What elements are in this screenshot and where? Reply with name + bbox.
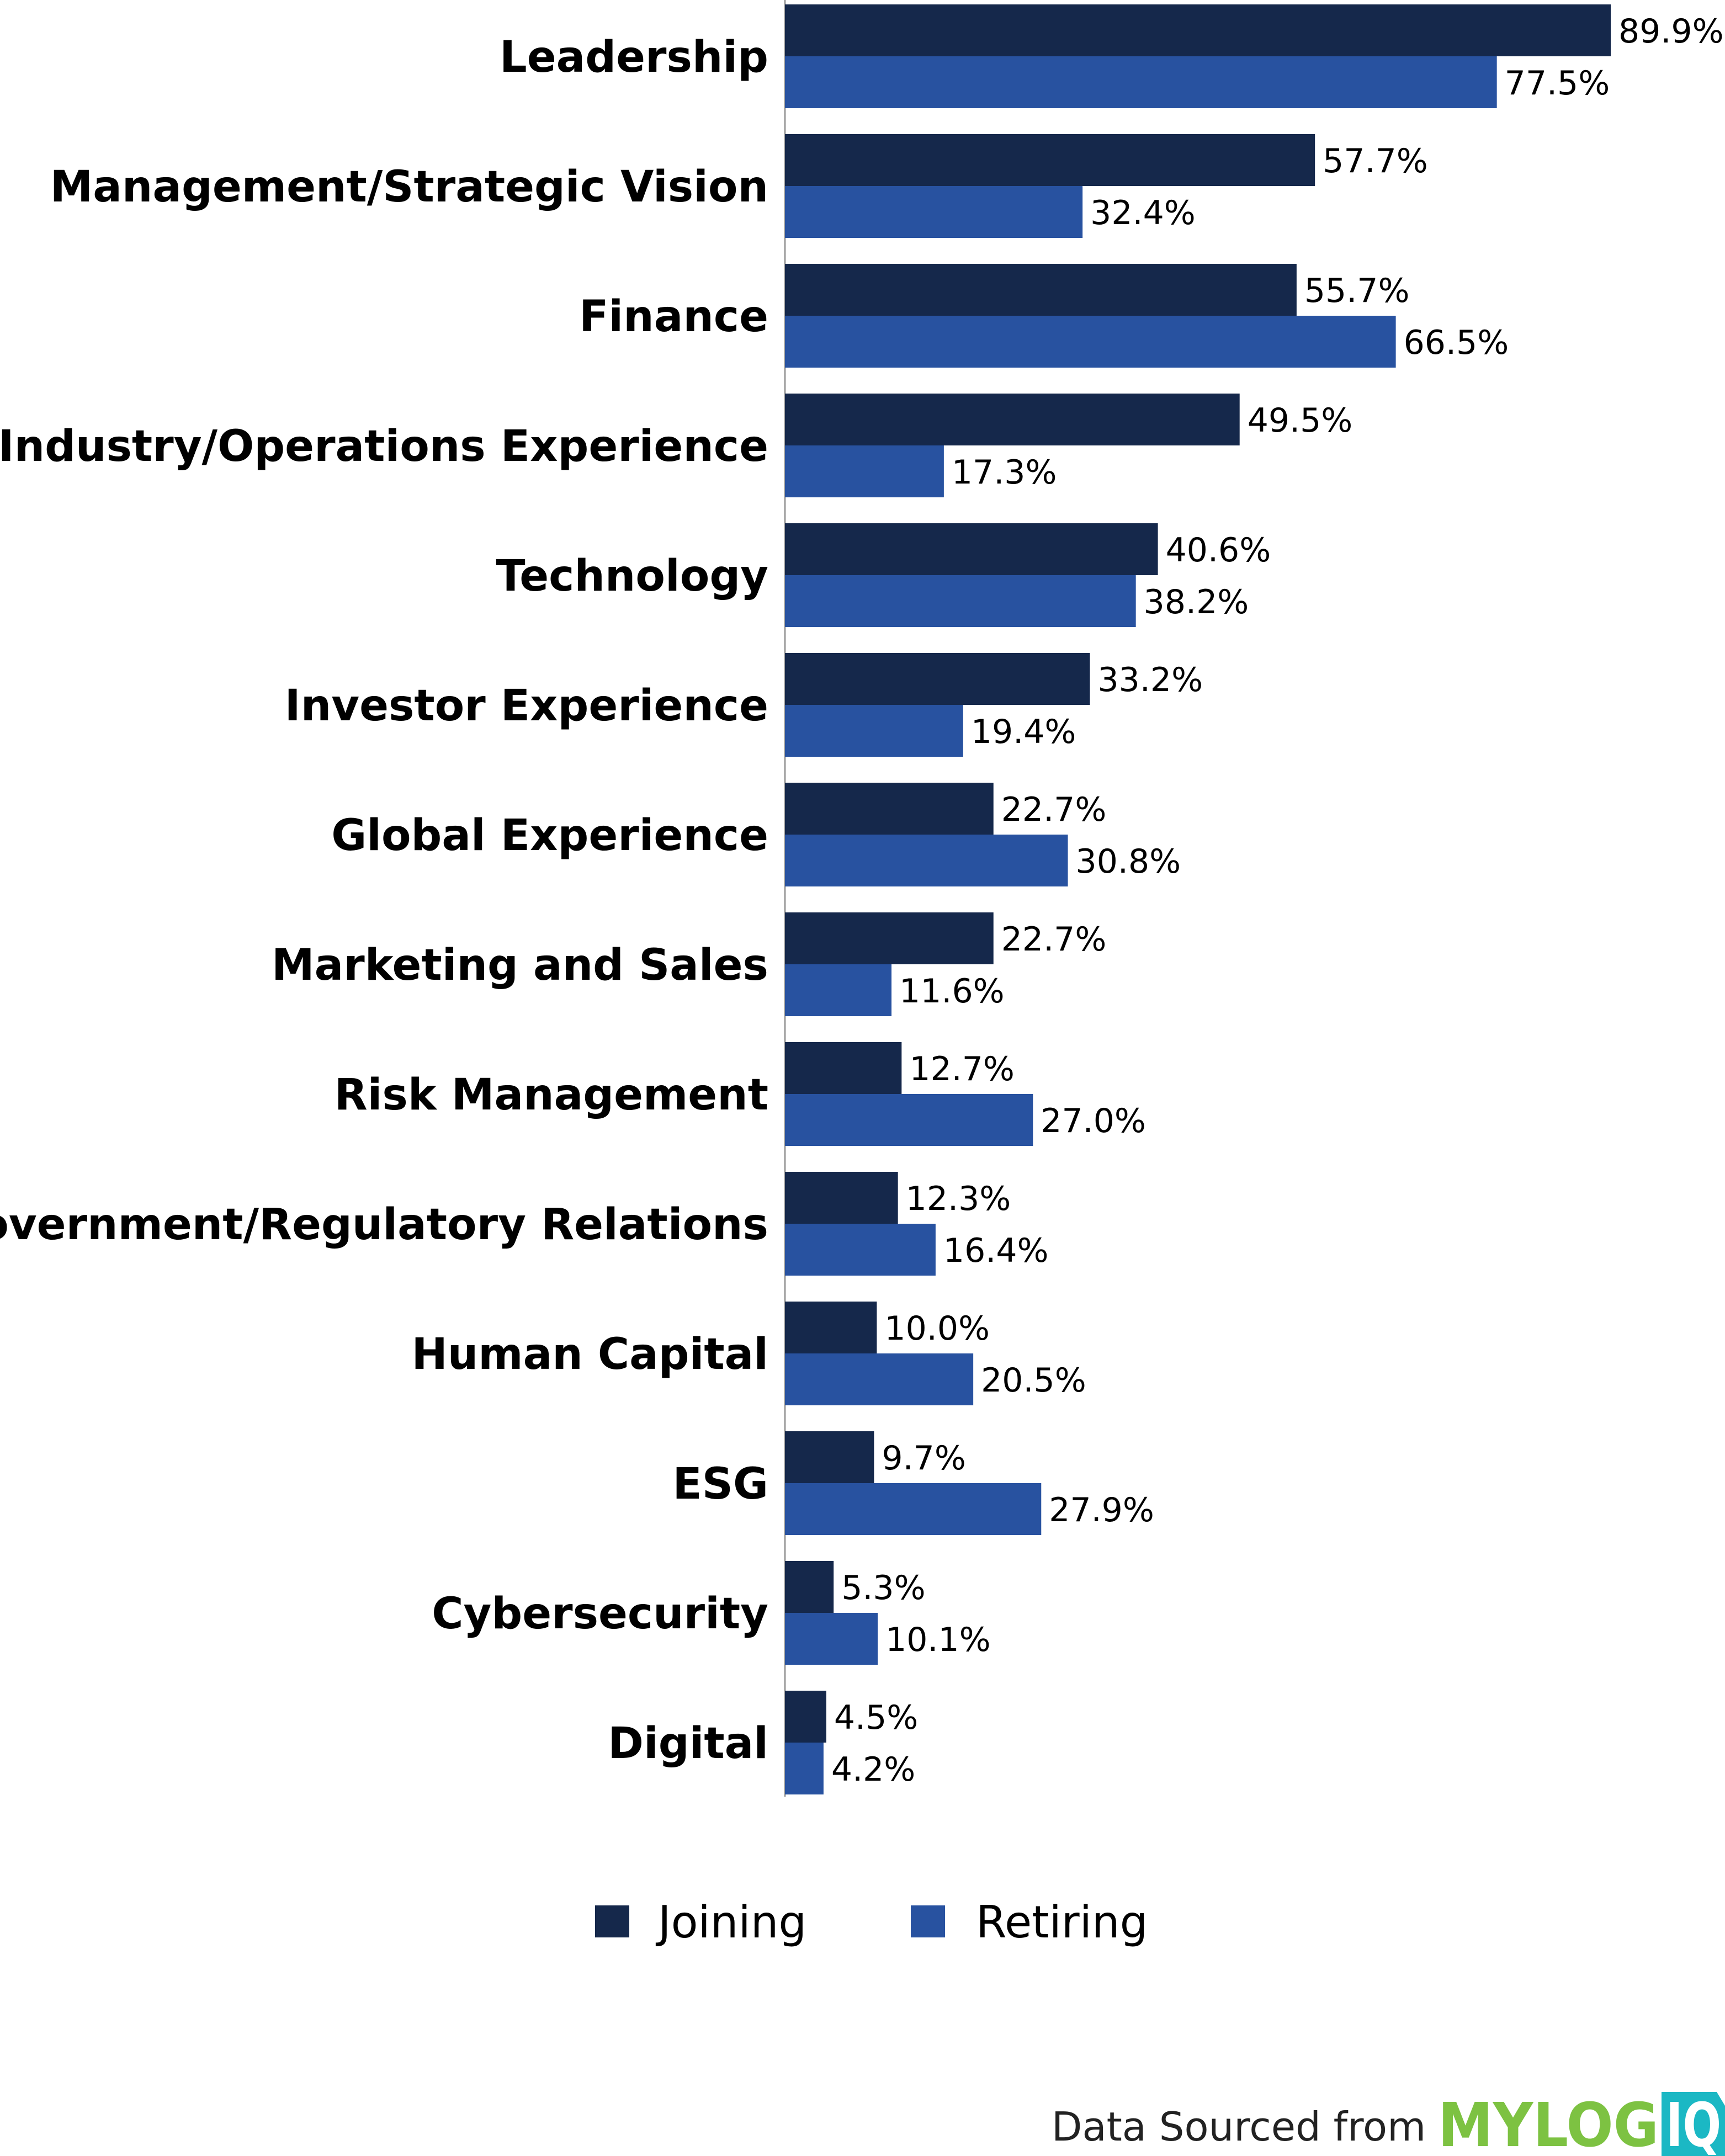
mylogiq-logo: MYLOG IQ	[1438, 2090, 1725, 2156]
value-label-joining-industry-operations-experience: 49.5%	[1248, 401, 1353, 440]
value-label-retiring-finance: 66.5%	[1404, 323, 1509, 362]
bar-retiring-human-capital	[785, 1353, 974, 1405]
bar-retiring-government-regulatory-relations	[785, 1224, 936, 1276]
bar-joining-global-experience	[785, 783, 994, 835]
value-label-joining-esg: 9.7%	[882, 1439, 965, 1478]
category-label-global-experience: Global Experience	[331, 811, 768, 861]
bar-joining-management-strategic-vision	[785, 134, 1315, 186]
bar-joining-risk-management	[785, 1042, 902, 1094]
bar-joining-leadership	[785, 4, 1611, 56]
category-label-cybersecurity: Cybersecurity	[432, 1589, 768, 1639]
legend-swatch-retiring	[911, 1905, 945, 1937]
bar-joining-cybersecurity	[785, 1561, 834, 1613]
value-label-retiring-technology: 38.2%	[1144, 583, 1249, 622]
value-label-retiring-management-strategic-vision: 32.4%	[1090, 194, 1196, 232]
bar-joining-marketing-and-sales	[785, 912, 994, 964]
bar-joining-finance	[785, 264, 1297, 316]
value-label-retiring-digital: 4.2%	[831, 1750, 915, 1789]
category-label-investor-experience: Investor Experience	[285, 681, 768, 731]
bar-joining-digital	[785, 1691, 826, 1743]
value-label-retiring-government-regulatory-relations: 16.4%	[943, 1231, 1049, 1270]
bar-retiring-digital	[785, 1743, 824, 1794]
legend-label-retiring: Retiring	[976, 1897, 1148, 1948]
bar-retiring-global-experience	[785, 835, 1068, 886]
value-label-joining-global-experience: 22.7%	[1001, 790, 1107, 829]
value-label-joining-government-regulatory-relations: 12.3%	[906, 1180, 1011, 1218]
value-label-retiring-leadership: 77.5%	[1505, 64, 1610, 103]
category-label-government-regulatory-relations: Government/Regulatory Relations	[0, 1200, 768, 1250]
bar-retiring-marketing-and-sales	[785, 964, 892, 1016]
svg-text:IQ: IQ	[1666, 2090, 1721, 2156]
value-label-joining-technology: 40.6%	[1166, 531, 1271, 570]
value-label-joining-finance: 55.7%	[1304, 272, 1410, 310]
value-label-retiring-risk-management: 27.0%	[1041, 1102, 1146, 1140]
bar-joining-esg	[785, 1431, 874, 1483]
bar-retiring-investor-experience	[785, 705, 963, 757]
bar-joining-human-capital	[785, 1302, 877, 1353]
bar-retiring-esg	[785, 1483, 1042, 1535]
category-label-marketing-and-sales: Marketing and Sales	[272, 941, 768, 990]
bar-retiring-technology	[785, 575, 1136, 627]
value-label-retiring-esg: 27.9%	[1049, 1491, 1154, 1530]
bar-joining-government-regulatory-relations	[785, 1172, 898, 1224]
category-label-human-capital: Human Capital	[411, 1330, 768, 1379]
bar-retiring-leadership	[785, 56, 1497, 108]
value-label-joining-investor-experience: 33.2%	[1097, 661, 1203, 699]
value-label-joining-leadership: 89.9%	[1618, 12, 1724, 51]
source-text: Data Sourced from	[1052, 2104, 1426, 2150]
value-label-joining-digital: 4.5%	[834, 1698, 918, 1737]
category-label-finance: Finance	[579, 292, 768, 342]
category-label-digital: Digital	[608, 1719, 768, 1769]
value-label-joining-risk-management: 12.7%	[909, 1050, 1015, 1088]
bar-joining-technology	[785, 523, 1158, 575]
value-label-retiring-cybersecurity: 10.1%	[885, 1621, 991, 1659]
value-label-retiring-marketing-and-sales: 11.6%	[899, 972, 1005, 1011]
value-label-joining-management-strategic-vision: 57.7%	[1323, 142, 1428, 180]
legend-label-joining: Joining	[655, 1897, 806, 1948]
bar-joining-investor-experience	[785, 653, 1090, 705]
bar-retiring-industry-operations-experience	[785, 445, 944, 497]
category-label-management-strategic-vision: Management/Strategic Vision	[50, 162, 768, 212]
category-label-industry-operations-experience: Industry/Operations Experience	[0, 422, 768, 471]
value-label-retiring-global-experience: 30.8%	[1076, 842, 1181, 881]
bar-retiring-management-strategic-vision	[785, 186, 1083, 238]
legend: Joining Retiring	[595, 1897, 1148, 1948]
bar-retiring-finance	[785, 316, 1396, 368]
value-label-retiring-industry-operations-experience: 17.3%	[952, 453, 1057, 492]
bar-retiring-risk-management	[785, 1094, 1033, 1146]
bar-joining-industry-operations-experience	[785, 394, 1240, 445]
category-label-esg: ESG	[673, 1459, 768, 1509]
value-label-joining-marketing-and-sales: 22.7%	[1001, 920, 1107, 959]
category-label-risk-management: Risk Management	[335, 1070, 768, 1120]
value-label-joining-cybersecurity: 5.3%	[841, 1569, 925, 1607]
category-label-technology: Technology	[496, 551, 768, 601]
legend-swatch-joining	[595, 1905, 629, 1937]
bar-retiring-cybersecurity	[785, 1613, 878, 1665]
value-label-retiring-investor-experience: 19.4%	[971, 713, 1076, 751]
value-label-retiring-human-capital: 20.5%	[981, 1361, 1086, 1400]
value-label-joining-human-capital: 10.0%	[884, 1309, 990, 1348]
category-label-leadership: Leadership	[500, 33, 768, 82]
svg-text:MYLOG: MYLOG	[1438, 2090, 1659, 2156]
